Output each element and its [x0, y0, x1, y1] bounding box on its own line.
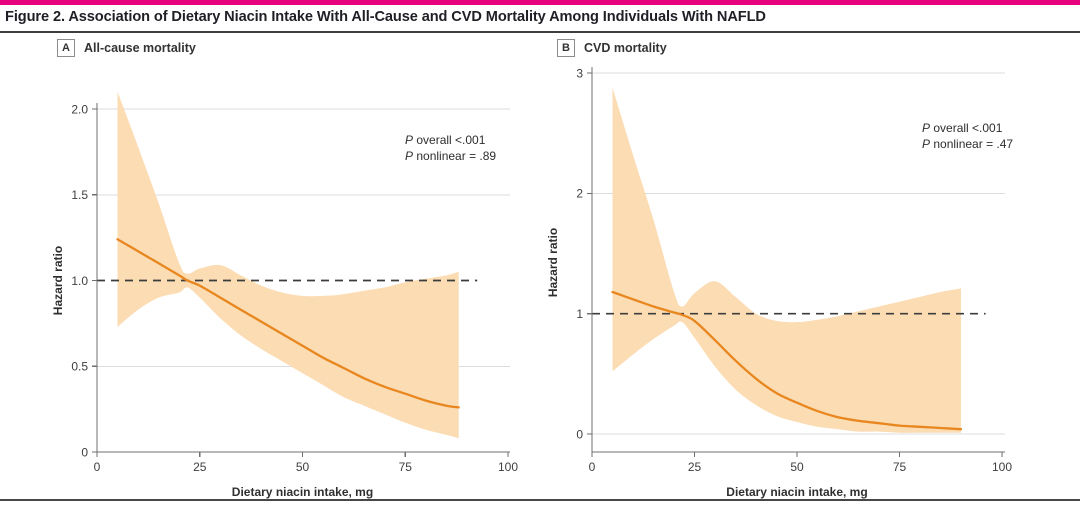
p-symbol: P	[405, 149, 414, 163]
y-tick-label: 1.5	[71, 188, 88, 202]
y-axis-title: Hazard ratio	[51, 246, 65, 315]
x-tick-label: 0	[94, 460, 101, 474]
panel-a-letter-box: A	[57, 39, 75, 57]
y-tick-label: 2.0	[71, 102, 88, 116]
y-tick-label: 0	[576, 427, 583, 441]
x-tick-label: 0	[589, 460, 596, 474]
x-tick-label: 75	[893, 460, 907, 474]
x-tick-label: 25	[193, 460, 207, 474]
panel-a-label: A All-cause mortality	[57, 39, 196, 57]
y-tick-label: 0.5	[71, 360, 88, 374]
panel-a-title: All-cause mortality	[84, 41, 196, 55]
x-tick-label: 100	[498, 460, 518, 474]
all-cause-mortality-chart: 0 0.5 1.0 1.5 2.0 0 25 50 75 100 Dietary niacin in…	[51, 91, 518, 499]
y-tick-label: 0	[81, 445, 88, 459]
x-axis-title: Dietary niacin intake, mg	[726, 485, 867, 499]
panel-all-cause-mortality: A All-cause mortality 0 0.5 1.0 1.5 2.0 0 25 50…	[0, 36, 540, 506]
confidence-band	[117, 91, 459, 439]
p-overall-line: P overall <.001	[922, 121, 1003, 135]
panel-b-title: CVD mortality	[584, 41, 667, 55]
accent-bar	[0, 0, 1080, 5]
p-nonlinear-line: P nonlinear = .89	[405, 149, 497, 163]
x-tick-label: 50	[790, 460, 804, 474]
bottom-rule	[0, 499, 1080, 501]
y-tick-label: 3	[576, 66, 583, 80]
panel-b-letter-box: B	[557, 39, 575, 57]
figure-title: Figure 2. Association of Dietary Niacin …	[5, 9, 766, 25]
p-symbol: P	[922, 137, 931, 151]
y-tick-label: 1	[576, 307, 583, 321]
panel-b-label: B CVD mortality	[557, 39, 667, 57]
p-symbol: P	[922, 121, 931, 135]
header-rule	[0, 31, 1080, 33]
hazard-ratio-line	[116, 238, 460, 409]
p-nonlinear-line: P nonlinear = .47	[922, 137, 1014, 151]
p-symbol: P	[405, 133, 414, 147]
x-tick-label: 100	[992, 460, 1012, 474]
x-tick-label: 25	[688, 460, 702, 474]
y-tick-label: 1.0	[71, 274, 88, 288]
p-values-annotation-b: P overall <.001 P nonlinear = .47	[922, 120, 1013, 152]
x-tick-label: 75	[399, 460, 413, 474]
hazard-ratio-line	[611, 290, 963, 431]
y-tick-label: 2	[576, 187, 583, 201]
panel-cvd-mortality: B CVD mortality 0 1 2 3 0 25 50 75 100 Dietary ni…	[540, 36, 1080, 506]
x-tick-label: 50	[296, 460, 310, 474]
p-values-annotation-a: P overall <.001 P nonlinear = .89	[405, 132, 496, 164]
confidence-band	[612, 87, 961, 433]
p-overall-line: P overall <.001	[405, 133, 486, 147]
y-axis-title: Hazard ratio	[546, 228, 560, 297]
x-axis-title: Dietary niacin intake, mg	[232, 485, 373, 499]
cvd-mortality-chart: 0 1 2 3 0 25 50 75 100 Dietary niacin intake, mg H…	[546, 66, 1012, 499]
